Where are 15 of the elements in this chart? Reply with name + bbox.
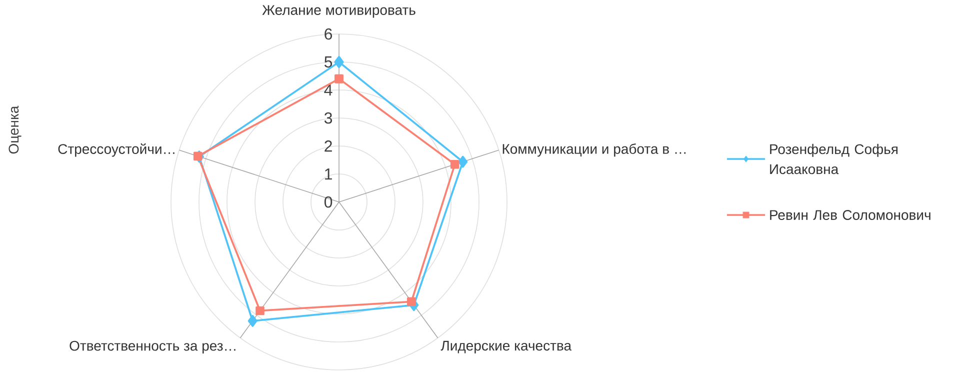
y-tick-label: 5 (324, 56, 332, 68)
y-tick-label: 3 (324, 112, 332, 124)
y-tick-label: 0 (324, 196, 332, 208)
spoke-label: Коммуникации и работа в … (502, 144, 686, 157)
legend-label: Розенфельд Софья Исааковна (770, 144, 898, 174)
spoke-label: Лидерские качества (440, 340, 572, 354)
y-tick-label: 2 (324, 140, 332, 152)
y-tick-label: 1 (325, 168, 332, 180)
y-tick-label: 4 (324, 84, 332, 96)
spoke-label: Желание мотивировать (262, 5, 416, 18)
spoke-label: Стрессоустойчи… (58, 143, 174, 157)
legend-label: Ревин Лев Соломонович (770, 210, 930, 220)
y-tick-label: 6 (324, 28, 332, 40)
text: Оценка (8, 106, 22, 154)
spoke-label: Ответственность за рез… (70, 340, 236, 354)
